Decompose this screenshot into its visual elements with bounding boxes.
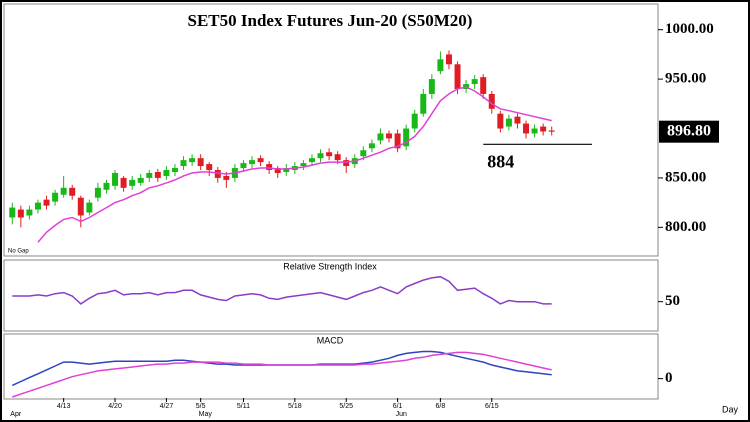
x-axis-label: Day xyxy=(722,404,739,414)
x-tick-label: 4/27 xyxy=(160,403,174,410)
y-tick-label: 1000.00 xyxy=(665,21,714,37)
month-label: Jun xyxy=(396,411,407,418)
candle-body xyxy=(300,163,307,167)
note: No Gap xyxy=(8,249,29,255)
candle-body xyxy=(531,128,538,134)
candle-body xyxy=(43,199,50,206)
x-tick-label: 5/5 xyxy=(196,403,206,410)
candle-body xyxy=(454,64,461,89)
moving-average xyxy=(37,86,552,243)
candle-body xyxy=(343,160,350,167)
candle-body xyxy=(394,133,401,149)
x-tick-label: 6/15 xyxy=(485,403,499,410)
candle-body xyxy=(377,133,384,141)
candle-body xyxy=(129,179,136,186)
macd-panel xyxy=(3,333,659,400)
x-tick-label: 5/25 xyxy=(339,403,353,410)
x-tick-label: 6/8 xyxy=(436,403,446,410)
candle-body xyxy=(540,126,547,132)
candle-body xyxy=(52,192,59,202)
candle-body xyxy=(523,123,530,134)
x-tick-label: 4/20 xyxy=(108,403,122,410)
candle-body xyxy=(497,113,504,129)
candle-body xyxy=(334,154,341,161)
x-tick-label: 5/18 xyxy=(288,403,302,410)
candle-body xyxy=(180,160,187,167)
candle-body xyxy=(505,118,512,127)
candle-body xyxy=(69,187,76,196)
last-value-box xyxy=(659,120,719,143)
candle-body xyxy=(257,158,264,163)
candle-body xyxy=(206,164,213,171)
macd-title: MACD xyxy=(317,335,344,345)
candle-body xyxy=(428,79,435,94)
candle-body xyxy=(488,93,495,109)
candle-body xyxy=(9,207,16,218)
y-tick-label: 800.00 xyxy=(665,219,706,235)
candle-body xyxy=(266,164,273,171)
last-value-label: 896.80 xyxy=(667,122,711,139)
y-tick-label: 950.00 xyxy=(665,71,706,87)
y-tick-label: 850.00 xyxy=(665,169,706,185)
series-line xyxy=(12,275,552,305)
candle-body xyxy=(437,59,444,72)
candle-body xyxy=(112,172,119,186)
candle-body xyxy=(308,158,315,163)
x-tick-label: 6/1 xyxy=(393,403,403,410)
candle-body xyxy=(163,170,170,176)
candle-body xyxy=(154,171,161,178)
candle-body xyxy=(103,182,110,190)
rsi-panel xyxy=(3,259,659,332)
candle-body xyxy=(26,209,33,216)
candle-body xyxy=(17,209,24,218)
candle-body xyxy=(137,177,144,183)
y-tick-label: 0 xyxy=(665,370,673,386)
candle-body xyxy=(240,163,247,169)
candle-body xyxy=(471,79,478,85)
candle-body xyxy=(214,170,221,178)
chart-title: SET50 Index Futures Jun-20 (S50M20) xyxy=(188,11,473,30)
candle-body xyxy=(171,168,178,172)
candle-body xyxy=(420,93,427,114)
candle-body xyxy=(77,197,84,216)
candle-body xyxy=(445,54,452,65)
candle-body xyxy=(94,187,101,198)
candle-body xyxy=(317,153,324,159)
support-label: 884 xyxy=(487,151,514,171)
candle-body xyxy=(146,172,153,178)
x-tick-label: 5/11 xyxy=(237,403,250,410)
candle-body xyxy=(514,116,521,124)
candle-body xyxy=(283,168,290,172)
candle-body xyxy=(368,143,375,149)
candle-body xyxy=(120,177,127,188)
candle-body xyxy=(360,150,367,157)
candle-body xyxy=(197,158,204,167)
candle-body xyxy=(403,128,410,147)
candle-body xyxy=(548,130,555,132)
x-tick-label: 4/13 xyxy=(57,403,71,410)
candle-body xyxy=(189,158,196,163)
series-line xyxy=(12,351,552,398)
rsi-title: Relative Strength Index xyxy=(283,261,377,271)
candle-body xyxy=(223,175,230,180)
month-label: May xyxy=(199,411,213,418)
candle-body xyxy=(60,187,67,195)
y-tick-label: 50 xyxy=(665,293,680,309)
candle-body xyxy=(249,160,256,165)
month-label: Apr xyxy=(10,411,22,418)
candle-body xyxy=(86,202,93,213)
candle-body xyxy=(411,113,418,129)
candle-body xyxy=(34,202,41,210)
candle-body xyxy=(326,152,333,157)
candle-body xyxy=(480,77,487,94)
candle-body xyxy=(386,133,393,139)
price-panel xyxy=(3,3,659,257)
candle-body xyxy=(274,168,281,173)
